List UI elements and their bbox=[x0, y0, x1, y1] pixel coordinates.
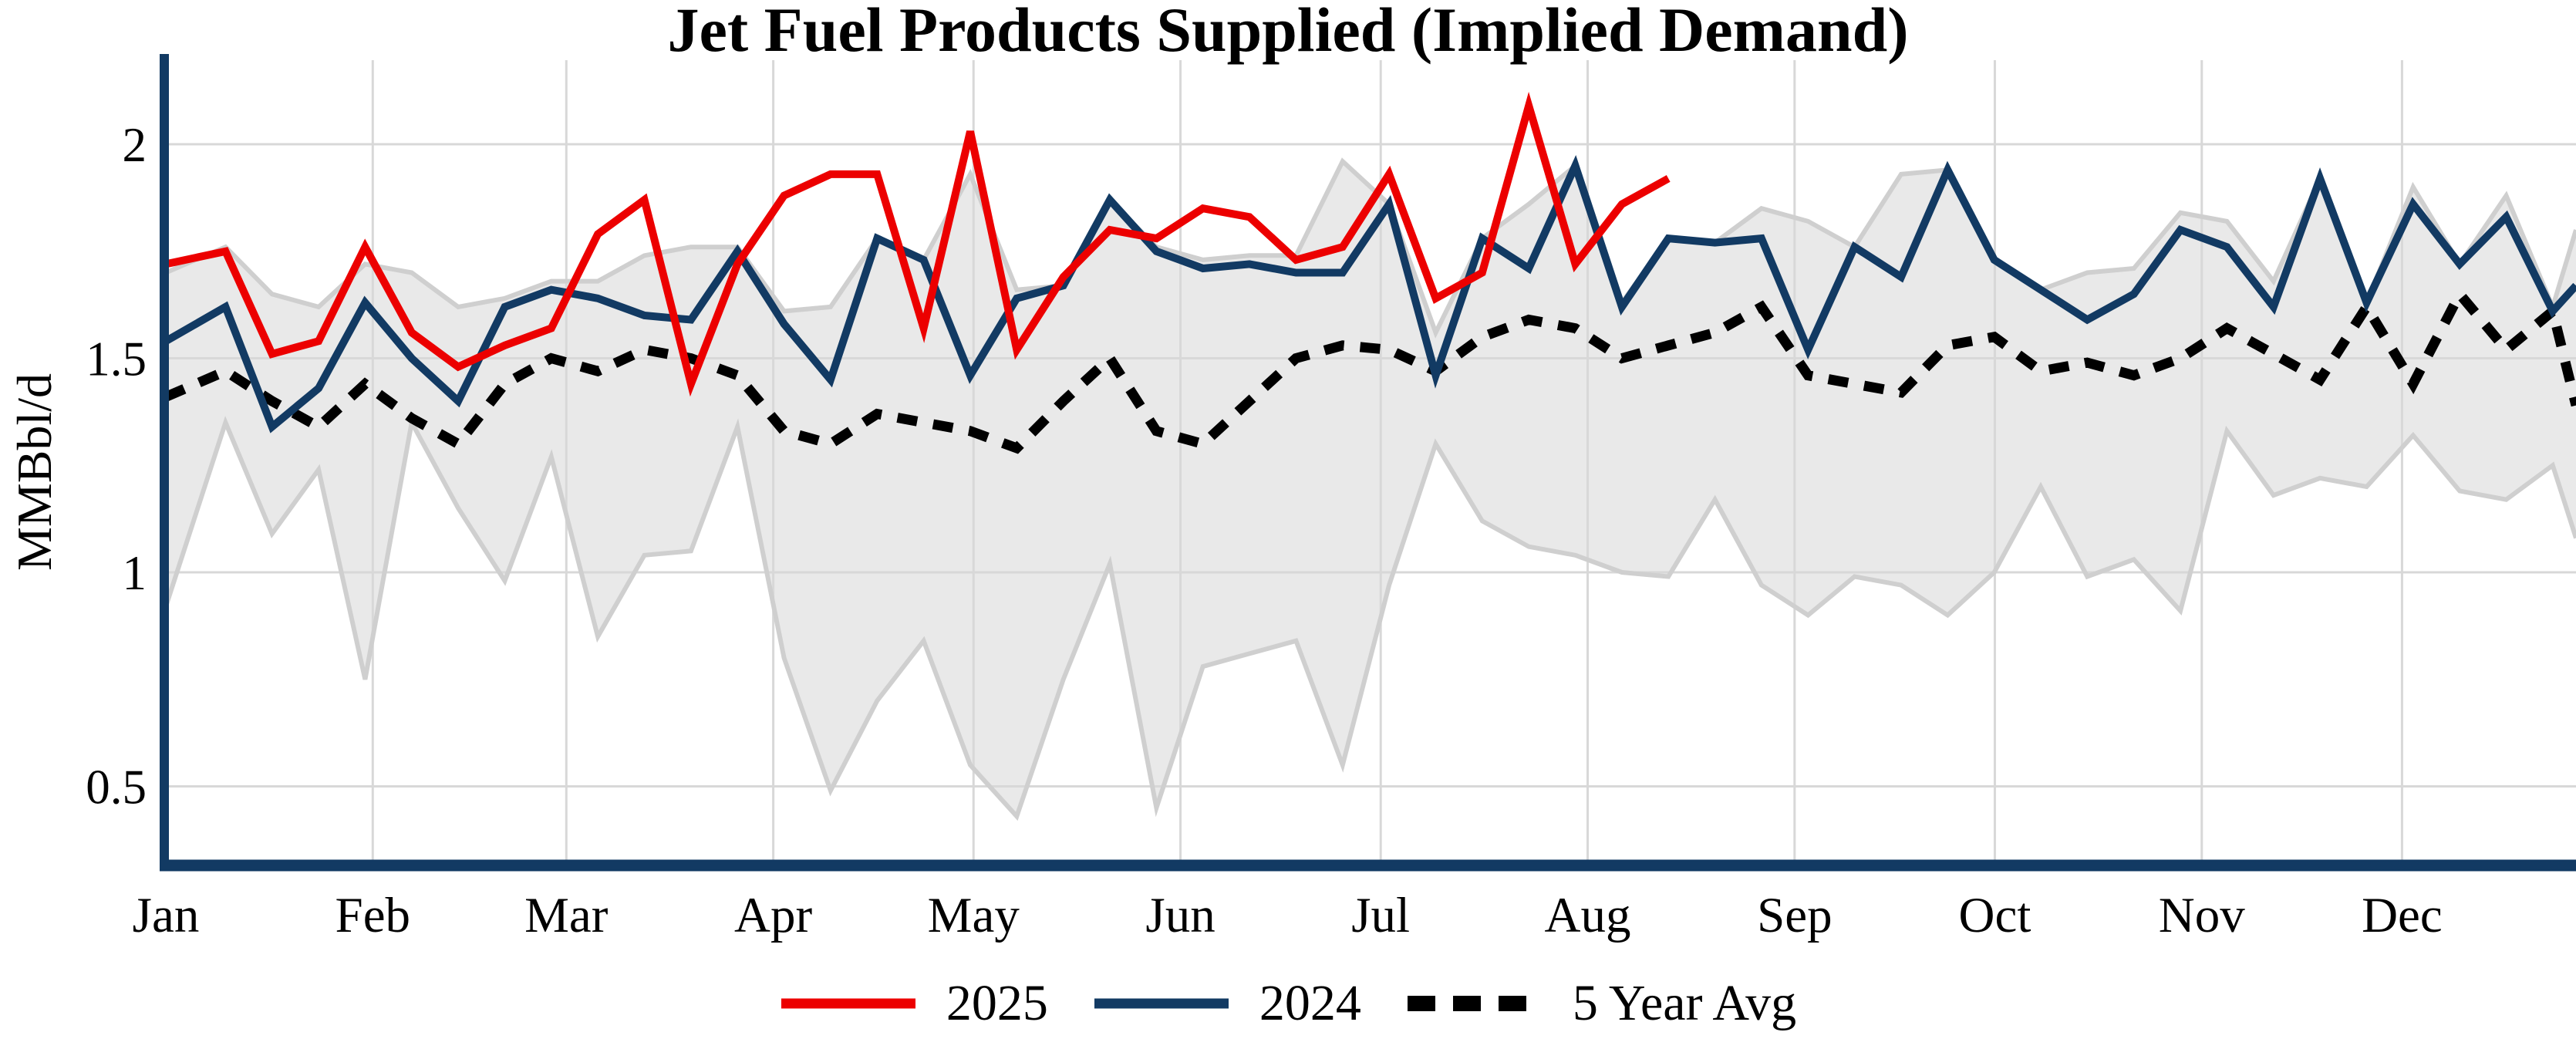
series-line-2024 bbox=[164, 155, 2576, 433]
legend-line-sample bbox=[1407, 996, 1542, 1011]
legend-line-sample bbox=[1094, 998, 1229, 1009]
legend: 2025 2024 5 Year Avg bbox=[0, 961, 2576, 1046]
x-tick-label-Nov: Nov bbox=[2159, 888, 2245, 943]
x-tick-label-Apr: Apr bbox=[734, 888, 812, 943]
legend-item-5-year-avg: 5 Year Avg bbox=[1406, 974, 1796, 1033]
x-tick-label-Aug: Aug bbox=[1545, 888, 1631, 943]
legend-label: 2025 bbox=[946, 975, 1048, 1031]
x-tick-label-Feb: Feb bbox=[335, 888, 411, 943]
x-tick-label-Oct: Oct bbox=[1959, 888, 2031, 943]
x-tick-label-Dec: Dec bbox=[2362, 888, 2443, 943]
legend-item-2025: 2025 bbox=[780, 974, 1048, 1033]
series-line-5-year-avg bbox=[164, 285, 2576, 454]
x-tick-label-Jun: Jun bbox=[1145, 888, 1215, 943]
legend-line-sample bbox=[781, 998, 915, 1009]
x-tick-label-May: May bbox=[928, 888, 1020, 943]
y-tick-label-1.5: 1.5 bbox=[86, 332, 147, 386]
x-tick-label-Jul: Jul bbox=[1351, 888, 1410, 943]
legend-label: 2024 bbox=[1259, 975, 1361, 1031]
x-tick-label-Mar: Mar bbox=[524, 888, 609, 943]
legend-item-2024: 2024 bbox=[1093, 974, 1361, 1033]
band-lower-edge bbox=[164, 415, 2576, 821]
five-year-range-band bbox=[166, 161, 2576, 817]
legend-label: 5 Year Avg bbox=[1572, 975, 1797, 1031]
y-tick-label-1: 1 bbox=[123, 546, 147, 600]
x-tick-label-Sep: Sep bbox=[1757, 888, 1833, 943]
series-line-2025 bbox=[164, 91, 1671, 397]
y-tick-label-2: 2 bbox=[123, 118, 147, 172]
x-tick-label-Jan: Jan bbox=[133, 888, 200, 943]
chart-title: Jet Fuel Products Supplied (Implied Dema… bbox=[667, 0, 1909, 65]
y-tick-label-0.5: 0.5 bbox=[86, 761, 147, 815]
